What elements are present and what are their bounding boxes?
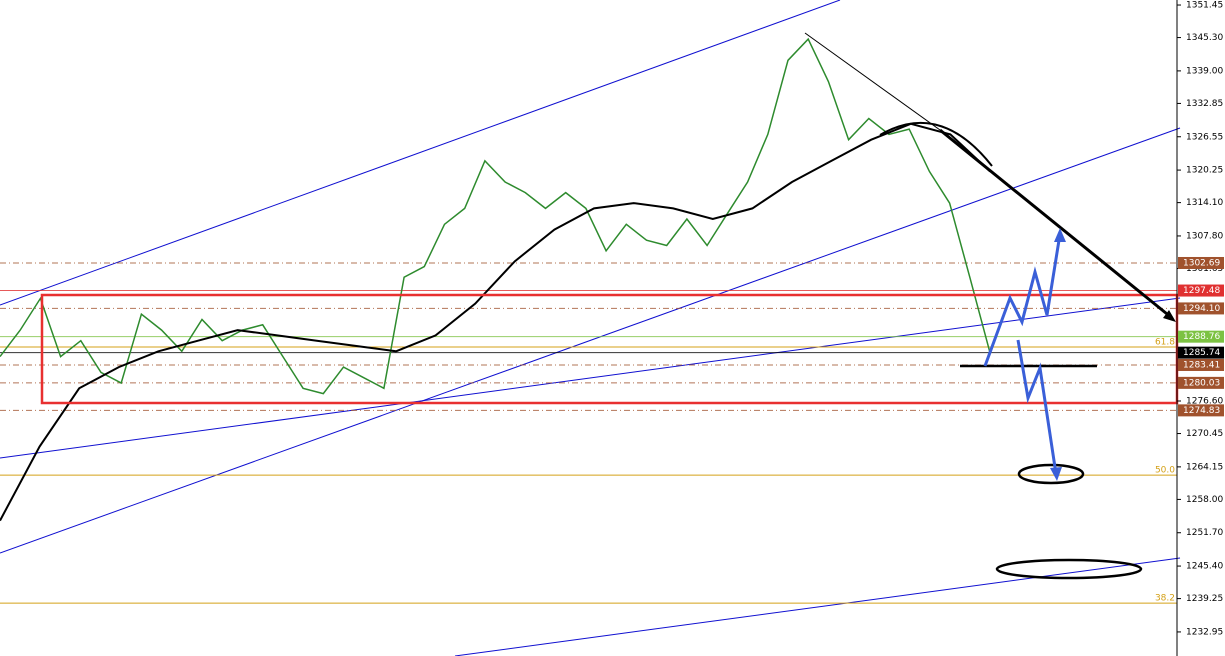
- scenario-up: [983, 233, 1062, 367]
- y-tick-label: 1345.30: [1186, 33, 1223, 43]
- y-tick-label: 1264.15: [1186, 462, 1223, 472]
- y-tick-label: 1326.55: [1186, 132, 1223, 142]
- y-tick-label: 1307.80: [1186, 231, 1223, 241]
- price-box-label: 1285.74: [1183, 348, 1220, 358]
- price-box: [1178, 376, 1224, 389]
- y-tick-label: 1270.45: [1186, 429, 1223, 439]
- y-tick-label: 1314.10: [1186, 198, 1223, 208]
- price-box-label: 1280.03: [1183, 378, 1220, 388]
- price-line: [0, 37, 991, 395]
- trend-line: [0, 297, 1181, 459]
- target-ellipse: [995, 558, 1143, 580]
- y-tick-label: 1258.00: [1186, 495, 1223, 505]
- price-box-label: 1302.69: [1183, 258, 1220, 268]
- arrow-head: [1054, 228, 1066, 242]
- y-tick-label: 1276.60: [1186, 397, 1223, 407]
- y-tick-label: 1232.95: [1186, 627, 1223, 637]
- y-tick-label: 1239.25: [1186, 594, 1223, 604]
- trend-line: [0, 0, 841, 306]
- y-tick-label: 1351.45: [1186, 1, 1223, 11]
- price-box-label: 1274.83: [1183, 406, 1220, 416]
- arrow-head: [1163, 310, 1176, 322]
- y-tick-label: 1251.70: [1186, 528, 1223, 538]
- price-box: [1178, 330, 1224, 343]
- price-axis: 1351.45 1345.30 1339.00 1332.85 1326.55 1320.…: [1177, 1, 1224, 637]
- price-box: [1178, 346, 1224, 359]
- fib-label: 38.2: [1155, 594, 1175, 604]
- trend-line: [0, 127, 1181, 554]
- projection-arc: [879, 121, 993, 167]
- price-box: [1178, 302, 1224, 315]
- trend-line: [454, 557, 1181, 656]
- y-tick-label: 1301.65: [1186, 264, 1223, 274]
- target-ellipse: [1017, 463, 1085, 485]
- plot: [0, 37, 991, 522]
- price-box: [1178, 284, 1224, 297]
- fib-label: 61.8: [1155, 338, 1175, 348]
- price-line: [0, 122, 991, 522]
- price-box: [1178, 256, 1224, 269]
- price-box-label: 1294.10: [1183, 304, 1220, 314]
- annotations: [40, 32, 1179, 580]
- price-box-label: 1288.76: [1183, 332, 1220, 342]
- price-box: [1178, 404, 1224, 417]
- y-tick-label: 1339.00: [1186, 66, 1223, 76]
- price-box-label: 1283.41: [1183, 360, 1220, 370]
- channel-lines: [0, 0, 1181, 656]
- trend-line: [939, 128, 1173, 320]
- fib-label: 50.0: [1155, 466, 1175, 476]
- scenario-down: [1016, 339, 1058, 475]
- trend-line: [804, 32, 941, 131]
- y-tick-label: 1332.85: [1186, 99, 1223, 109]
- price-box-label: 1297.48: [1183, 286, 1220, 296]
- y-tick-label: 1245.40: [1186, 562, 1223, 572]
- price-box: [1178, 358, 1224, 371]
- y-tick-label: 1320.25: [1186, 166, 1223, 176]
- arrow-head: [1050, 467, 1062, 481]
